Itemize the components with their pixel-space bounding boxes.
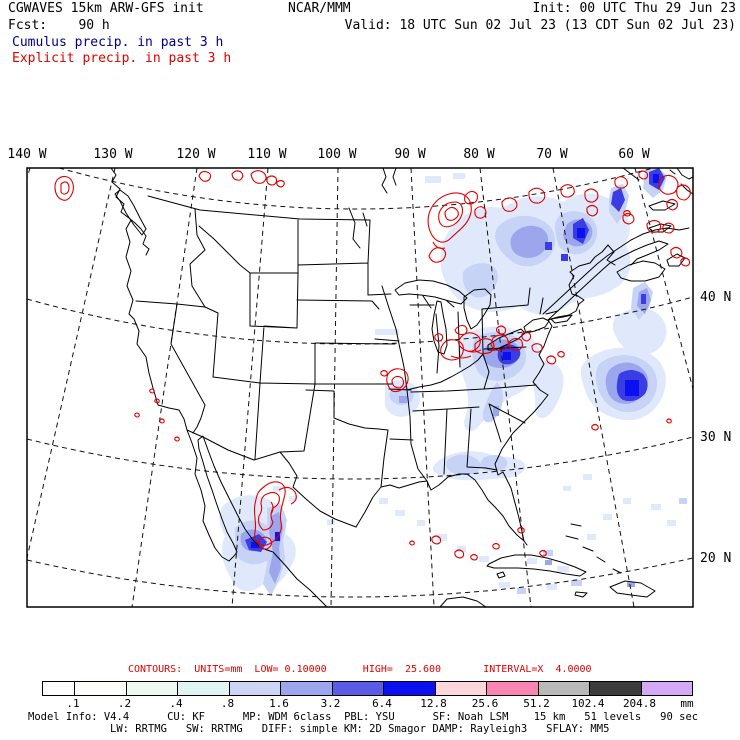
lon-label: 70 W	[536, 147, 568, 162]
weather-map-canvas	[26, 167, 694, 608]
colorbar-tick: .1	[66, 697, 80, 710]
coastlines	[110, 167, 694, 608]
map-border	[26, 167, 694, 608]
colorbar-cell	[228, 682, 280, 695]
lon-label: 100 W	[317, 147, 357, 162]
colorbar-cell	[486, 682, 538, 695]
colorbar-tick: 25.6	[471, 697, 499, 710]
colorbar-unit: mm	[680, 697, 694, 710]
colorbar-cell	[537, 682, 589, 695]
valid-time: Valid: 18 UTC Sun 02 Jul 23 (13 CDT Sun …	[344, 18, 736, 33]
colorbar-tick: 12.8	[420, 697, 447, 710]
explicit-precip-contours	[54, 170, 691, 561]
colorbar-cell	[383, 682, 435, 695]
colorbar-tick: 204.8	[622, 697, 657, 710]
colorbar-tick: 102.4	[571, 697, 605, 710]
lon-label: 90 W	[394, 147, 426, 162]
init-time: Init: 00 UTC Thu 29 Jun 23	[532, 1, 737, 16]
colorbar-cell	[589, 682, 641, 695]
model-info-line2: LW: RRTMG SW: RRTMG DIFF: simple KM: 2D …	[110, 723, 610, 735]
lon-label: 110 W	[247, 147, 287, 162]
lat-label: 40 N	[700, 290, 732, 305]
explicit-precip-label: Explicit precip. in past 3 h	[12, 51, 232, 66]
colorbar-tick: .8	[220, 697, 235, 710]
colorbar-cell	[74, 682, 126, 695]
colorbar-cell	[434, 682, 486, 695]
org-label: NCAR/MMM	[288, 1, 351, 16]
contour-info-line: CONTOURS: UNITS=mm LOW= 0.10000 HIGH= 25…	[128, 664, 592, 675]
cumulus-precip-label: Cumulus precip. in past 3 h	[12, 35, 224, 50]
colorbar-tick: 6.4	[372, 697, 392, 710]
lon-label: 80 W	[463, 147, 495, 162]
colorbar-tick: 3.2	[320, 697, 341, 710]
colorbar-tick: 51.2	[523, 697, 550, 710]
latlon-graticule	[26, 167, 694, 608]
precip-colorbar	[42, 681, 693, 696]
lat-label: 20 N	[700, 551, 732, 566]
model-info-line1: Model Info: V4.4 CU: KF MP: WDM 6class P…	[28, 711, 699, 723]
colorbar-tick: .4	[169, 697, 183, 710]
colorbar-cell	[43, 682, 74, 695]
colorbar-cell	[280, 682, 332, 695]
lat-label: 30 N	[700, 430, 732, 445]
lon-label: 120 W	[176, 147, 216, 162]
colorbar-tick: .2	[117, 697, 132, 710]
lon-label: 130 W	[93, 147, 133, 162]
lon-label: 60 W	[618, 147, 650, 162]
colorbar-cell	[177, 682, 229, 695]
colorbar-cell	[640, 682, 692, 695]
lon-label: 140 W	[7, 147, 47, 162]
colorbar-tick: 1.6	[269, 697, 289, 710]
colorbar-cell	[331, 682, 383, 695]
forecast-hour: Fcst: 90 h	[8, 18, 110, 33]
plot-title: CGWAVES 15km ARW-GFS init	[8, 1, 204, 16]
cumulus-precip-shading	[219, 168, 687, 596]
colorbar-cell	[125, 682, 177, 695]
